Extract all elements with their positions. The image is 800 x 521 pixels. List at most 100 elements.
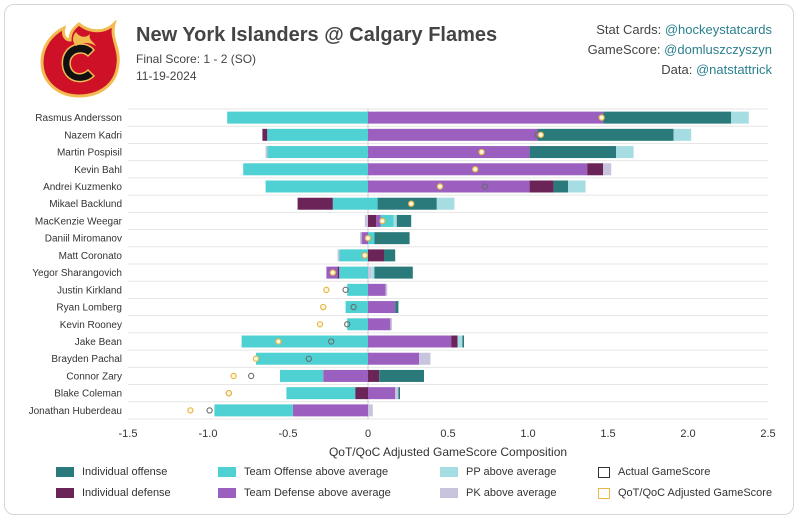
bar-segment-individual-offense [398,387,400,400]
bar-segment-team-offense [345,301,368,314]
credit-handle[interactable]: @hockeystatcards [664,22,772,37]
player-label: Kevin Rooney [60,320,122,331]
x-tick-label: -0.5 [279,428,298,440]
player-label: Jake Bean [75,337,122,348]
bar-segment-team-offense [214,404,293,417]
bar-segment-individual-offense [384,249,396,262]
bar-segment-individual-offense [537,128,674,141]
bar-segment-team-offense [347,318,368,331]
bar-segment-team-offense [265,180,368,193]
bar-segment-pp [457,335,463,348]
bar-segment-pk [368,266,372,279]
player-label: Nazem Kadri [64,130,122,141]
bar-segment-team-defense [368,335,452,348]
credit-handle[interactable]: @natstattrick [695,62,772,77]
bar-segment-team-offense [347,283,368,296]
game-title: New York Islanders @ Calgary Flames [136,24,498,46]
bar-segment-team-defense [368,180,530,193]
bar-segment-pk [364,214,368,227]
bar-segment-team-offense [267,146,368,159]
bar-segment-individual-defense [451,335,458,348]
player-label: Justin Kirkland [57,285,122,296]
bar-segment-pk [603,163,612,176]
adjusted-gamescore-marker [537,131,545,139]
legend-label: Team Defense above average [244,487,391,499]
adjusted-gamescore-marker [361,252,368,259]
x-tick-label: 0 [365,428,371,440]
legend-item-team-offense: Team Offense above average [218,466,388,478]
credit-line: Stat Cards: @hockeystatcards [588,20,772,40]
bar-segment-team-defense [368,301,396,314]
actual-gamescore-marker [344,321,351,328]
x-tick-label: 1.0 [520,428,535,440]
legend-swatch [440,467,458,477]
actual-gamescore-marker [350,303,357,311]
bar-segment-team-offense [280,369,324,382]
bar-segment-pk [385,283,388,296]
credit-line: GameScore: @domluszczyszyn [588,40,772,60]
legend-swatch [440,488,458,498]
credit-label: Data: [661,62,696,77]
actual-gamescore-marker [305,355,312,362]
legend-swatch [218,488,236,498]
player-label: Rasmus Andersson [35,113,122,124]
adjusted-gamescore-marker [379,217,386,225]
player-label: Kevin Bahl [74,165,122,176]
bar-segment-individual-defense [297,197,333,210]
bar-segment-pk [419,352,431,365]
legend-label: Individual defense [82,487,171,499]
bar-segment-individual-offense [396,214,412,227]
adjusted-gamescore-marker [187,407,194,414]
bar-segment-individual-offense [377,197,437,210]
adjusted-gamescore-marker [230,372,237,380]
adjusted-gamescore-marker [598,114,605,121]
legend-label: PP above average [466,466,557,478]
bar-segment-pp [568,180,586,193]
adjusted-gamescore-marker [275,338,282,345]
legend-label: QoT/QoC Adjusted GameScore [618,487,773,499]
legend-item-adjusted-marker: QoT/QoC Adjusted GameScore [598,487,772,499]
adjusted-gamescore-marker [252,355,260,362]
bar-segment-team-defense [368,128,538,141]
x-tick-label: -1.0 [199,428,218,440]
actual-gamescore-marker [481,183,488,190]
bar-segment-team-offense [339,249,368,262]
bar-segment-team-defense [368,387,396,400]
bar-segment-pk [337,249,340,262]
credit-handle[interactable]: @domluszczyszyn [664,42,772,57]
adjusted-gamescore-marker [329,269,336,276]
player-label: Andrei Kuzmenko [43,182,122,193]
bar-segment-team-offense [241,335,368,348]
bar-segment-individual-offense [462,335,464,348]
actual-gamescore-marker [206,407,213,414]
legend-item-actual-marker: Actual GameScore [598,466,710,478]
bar-segment-individual-defense [368,214,376,227]
bar-segment-pp [393,214,397,227]
legend-label: PK above average [466,487,557,499]
team-logo [40,20,120,98]
bar-segment-team-offense [368,197,378,210]
bar-segment-team-defense [323,369,368,382]
player-label: Blake Coleman [54,389,122,400]
x-tick-label: 2.0 [680,428,695,440]
legend-item-individual-defense: Individual defense [56,487,171,499]
bar-segment-team-defense [292,404,368,417]
legend-swatch [218,467,236,477]
bar-segment-team-offense [380,214,394,227]
player-label: Mikael Backlund [49,199,122,210]
bar-segment-team-offense [368,232,375,245]
player-label: Connor Zary [66,371,122,382]
legend-label: Actual GameScore [618,466,711,478]
bar-segment-individual-defense [587,163,604,176]
legend-label: Team Offense above average [244,466,389,478]
credit-line: Data: @natstattrick [588,60,772,80]
adjusted-gamescore-marker [320,303,327,311]
bar-segment-team-offense [256,352,368,365]
credit-label: GameScore: [587,42,665,57]
bar-segment-team-offense [243,163,368,176]
adjusted-gamescore-marker [225,389,232,397]
bar-segment-pk [395,387,399,400]
adjusted-gamescore-marker [323,286,330,294]
bar-segment-team-defense [368,146,530,159]
bar-segment-pk [368,404,373,417]
